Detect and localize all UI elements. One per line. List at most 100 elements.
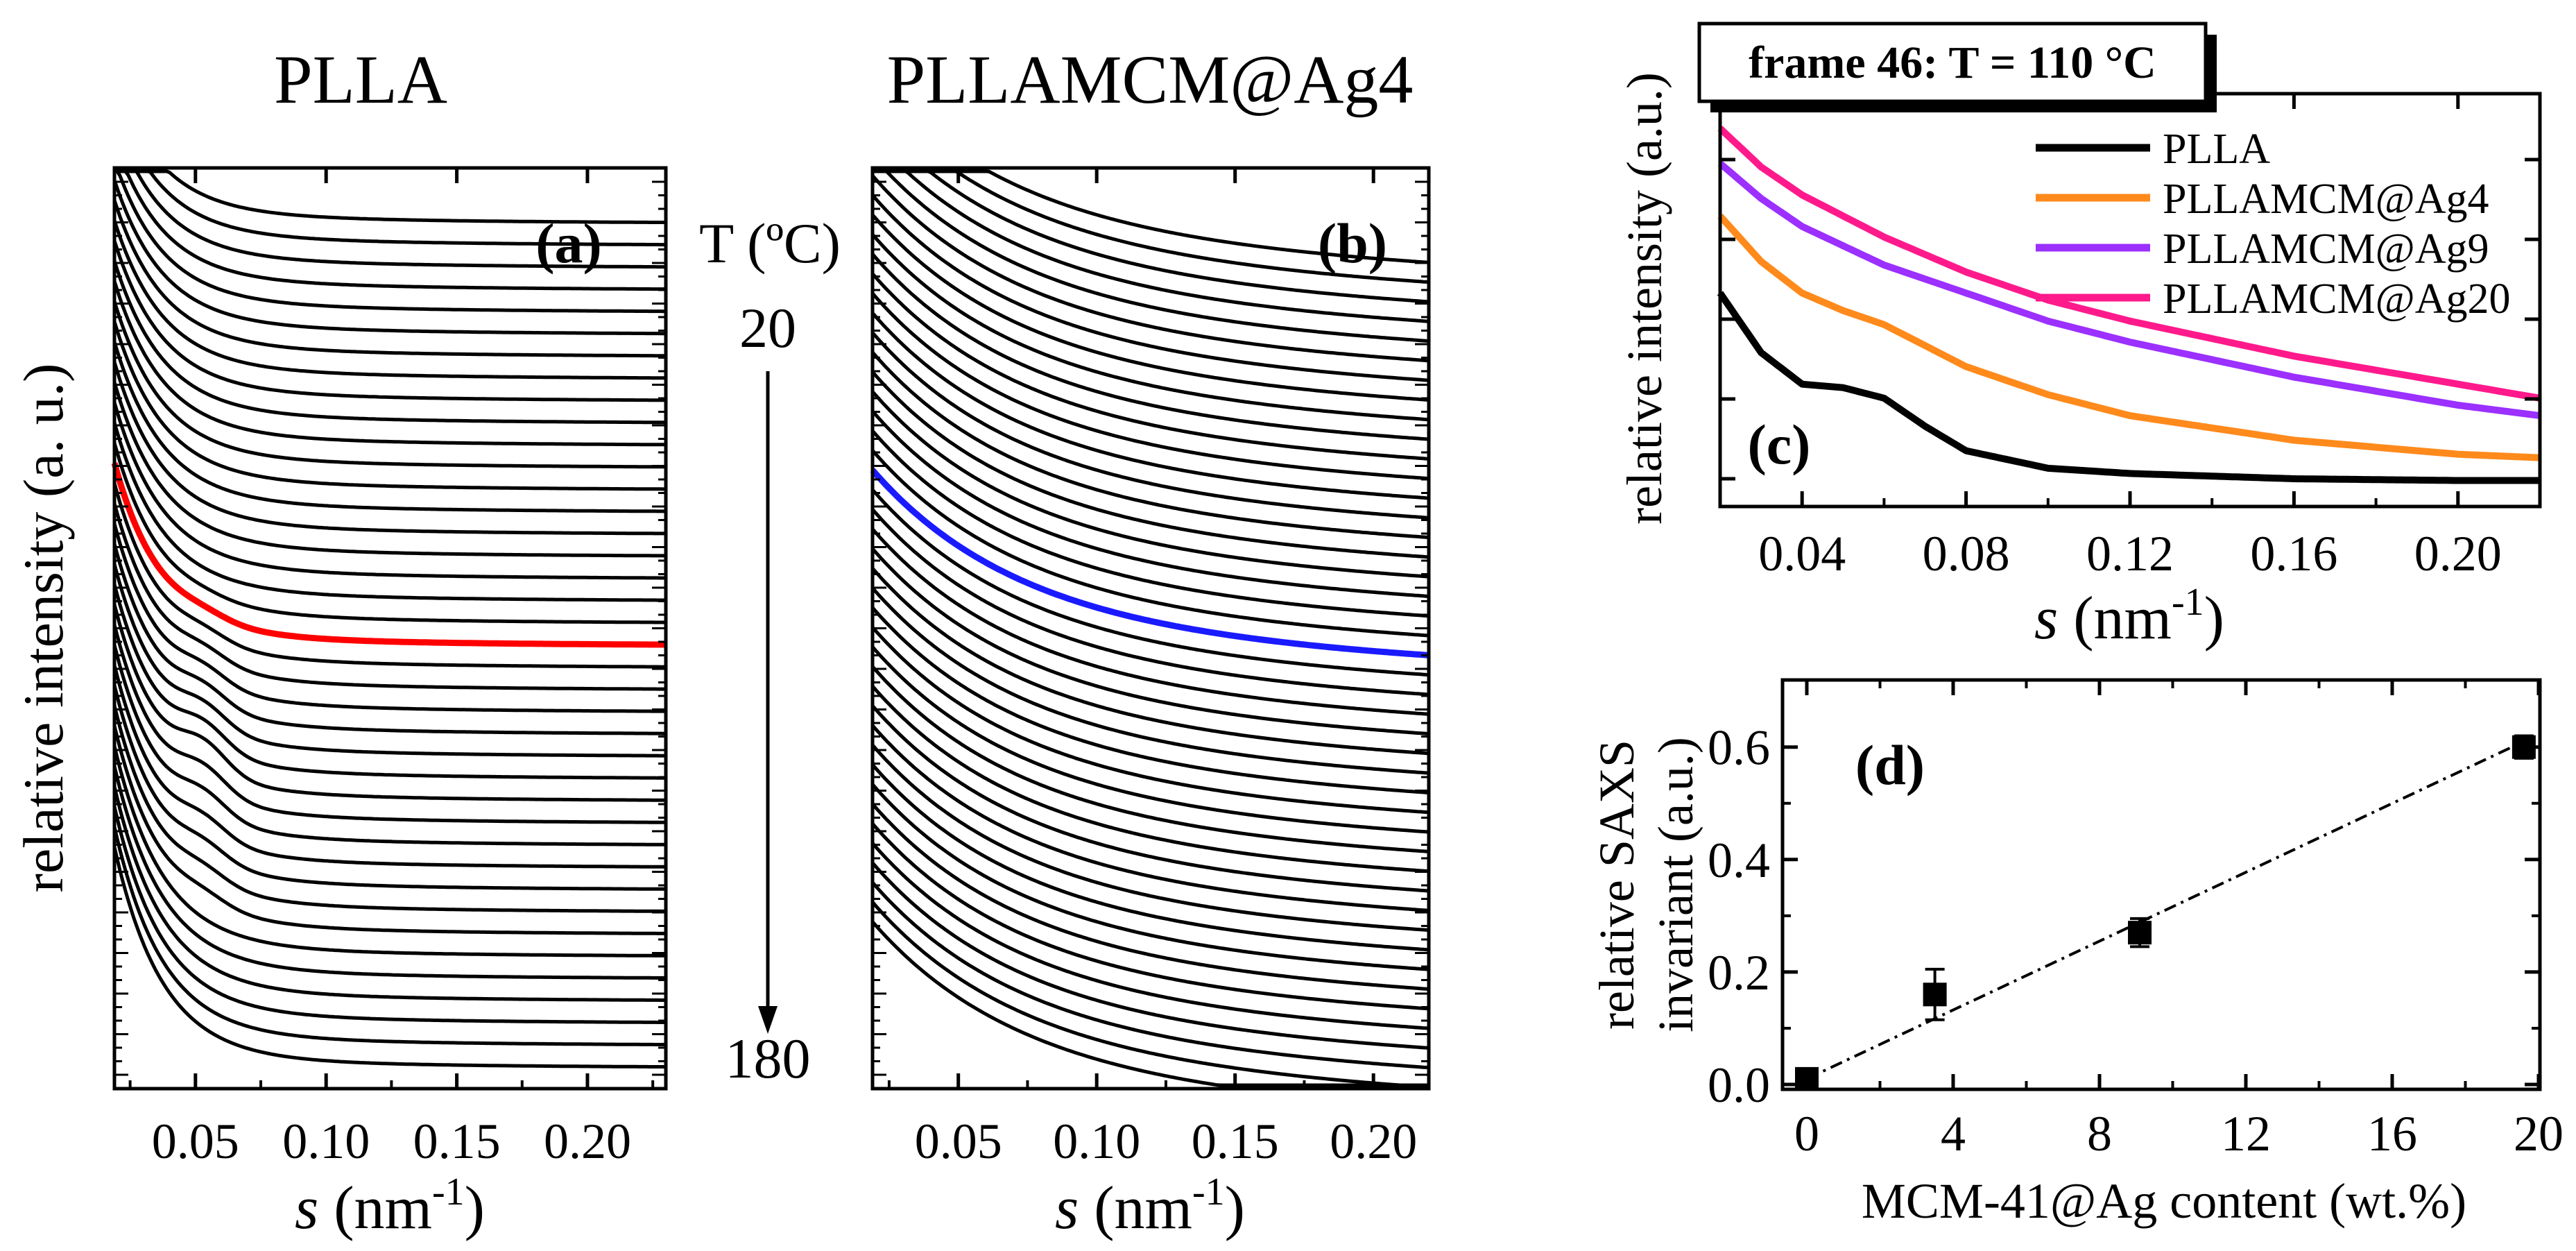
stack-curve-33 (871, 704, 1429, 893)
x-tick-label: 0.05 (915, 1114, 1002, 1169)
stack-curve-5 (873, 169, 1429, 343)
stack-curve-2 (114, 169, 666, 247)
stack-curve-35 (871, 744, 1429, 933)
series-pllamcm-ag4 (1717, 213, 2541, 461)
stack-curve-21 (870, 468, 1429, 658)
stack-curve-35 (112, 765, 667, 980)
panel-b: 0.05 0.10 0.15 0.20 (b) s (nm-1) (870, 166, 1431, 1242)
panel-b-curves (870, 169, 1429, 1087)
x-tick-label: 0.10 (282, 1114, 370, 1169)
stack-curve-10 (112, 260, 666, 425)
stack-curve-11 (112, 280, 666, 447)
x-tick-label: 20 (2514, 1106, 2564, 1161)
stack-curve-4 (873, 169, 1429, 323)
stack-curve-39 (871, 822, 1429, 1011)
stack-curve-17 (871, 390, 1429, 579)
stack-curve-8 (112, 220, 667, 380)
series-pllamcm-ag9 (1717, 160, 2541, 420)
stack-curve-22 (112, 503, 666, 691)
stack-curve-43 (871, 901, 1429, 1087)
panel-d-label: (d) (1855, 733, 1925, 797)
x-tick-label: 0.10 (1053, 1114, 1140, 1169)
y-tick-label: 0.4 (1708, 833, 1770, 888)
stack-curve-13 (871, 312, 1429, 500)
stack-curve-28 (871, 606, 1429, 794)
stack-curve-1 (114, 169, 667, 225)
stack-curve-14 (112, 341, 666, 513)
panel-d-frame (1780, 678, 2542, 1091)
x-tick-label: 0.16 (2250, 526, 2337, 581)
stack-curve-34 (871, 724, 1429, 912)
stack-curve-15 (871, 351, 1429, 540)
stack-curve-5 (114, 169, 666, 314)
stack-curve-39 (112, 846, 667, 1069)
stack-curve-33 (112, 725, 666, 935)
panel-a-curves (111, 169, 667, 1069)
x-tick-label: 0.20 (1330, 1114, 1417, 1169)
stack-curve-28 (112, 624, 666, 824)
stack-curve-13 (112, 321, 666, 491)
x-tick-label: 0 (1794, 1106, 1819, 1161)
panel-a-heading: PLLA (274, 41, 447, 118)
stack-curve-4 (114, 169, 666, 291)
x-tick-label: 0.20 (2414, 526, 2502, 581)
stack-curve-44 (871, 920, 1429, 1087)
stack-curve-20 (871, 449, 1429, 638)
stack-curve-3 (873, 169, 1429, 304)
fit-line (1806, 740, 2525, 1080)
temperature-label: T (ºC) (699, 212, 841, 275)
stack-curve-1 (873, 169, 1429, 264)
panel-b-xlabel: s (nm-1) (1055, 1171, 1245, 1242)
y-tick-label: 0.6 (1708, 720, 1770, 776)
panel-c-ticks: 0.04 0.08 0.12 0.16 0.20 (1720, 94, 2540, 581)
panel-d-plot (1795, 734, 2536, 1091)
stack-curve-26 (112, 584, 666, 780)
temperature-start: 20 (739, 296, 796, 359)
stack-curve-6 (112, 179, 666, 336)
stack-curve-19 (112, 442, 666, 624)
panel-a-xlabel: s (nm-1) (295, 1171, 485, 1242)
legend-label: PLLAMCM@Ag20 (2163, 275, 2510, 323)
stack-curve-36 (871, 763, 1429, 952)
x-tick-label: 0.20 (544, 1114, 631, 1169)
stack-curve-18 (112, 422, 666, 602)
stack-curve-9 (112, 240, 666, 402)
stack-curve-42 (871, 881, 1429, 1070)
stack-curve-6 (871, 174, 1429, 363)
stack-curve-38 (112, 826, 666, 1046)
stack-curve-12 (112, 300, 667, 469)
stack-curve-30 (112, 665, 666, 869)
series-pllamcm-ag20 (1717, 126, 2541, 402)
stack-curve-32 (112, 705, 666, 913)
stack-curve-11 (871, 272, 1429, 461)
x-tick-label: 0.15 (1192, 1114, 1279, 1169)
stack-curve-23 (871, 508, 1429, 697)
panel-c-label: (c) (1747, 413, 1810, 476)
stack-curve-30 (871, 645, 1429, 834)
y-tick-label: 0.0 (1708, 1057, 1770, 1113)
data-point-1 (1795, 1066, 1819, 1091)
legend-label: PLLAMCM@Ag4 (2163, 176, 2489, 223)
panel-c-ylabel: relative intensity (a.u.) (1617, 72, 1672, 525)
stack-curve-26 (871, 567, 1429, 756)
stack-curve-16 (871, 371, 1429, 559)
stack-curve-38 (871, 803, 1429, 991)
data-point-4 (2511, 735, 2536, 759)
x-tick-label: 0.04 (1758, 526, 1846, 581)
stack-curve-17 (112, 402, 666, 580)
frame-label: frame 46: T = 110 °C (1749, 37, 2156, 88)
stack-curve-29 (112, 645, 666, 846)
panel-a: 0.05 0.10 0.15 0.20 (a) relative intensity … (12, 166, 668, 1242)
panel-b-ticks: 0.05 0.10 0.15 0.20 (873, 168, 1429, 1169)
panel-a-label: (a) (535, 212, 602, 275)
stack-curve-2 (873, 169, 1429, 284)
stack-curve-27 (112, 604, 667, 802)
stack-curve-25 (112, 563, 666, 758)
stack-curve-31 (112, 685, 667, 891)
x-tick-label: 4 (1941, 1106, 1966, 1161)
stack-curve-27 (871, 586, 1429, 775)
stack-curve-24 (112, 543, 666, 735)
panel-d-xlabel: MCM-41@Ag content (wt.%) (1862, 1173, 2466, 1229)
stack-curve-40 (871, 842, 1429, 1030)
stack-curve-21 (112, 482, 666, 669)
